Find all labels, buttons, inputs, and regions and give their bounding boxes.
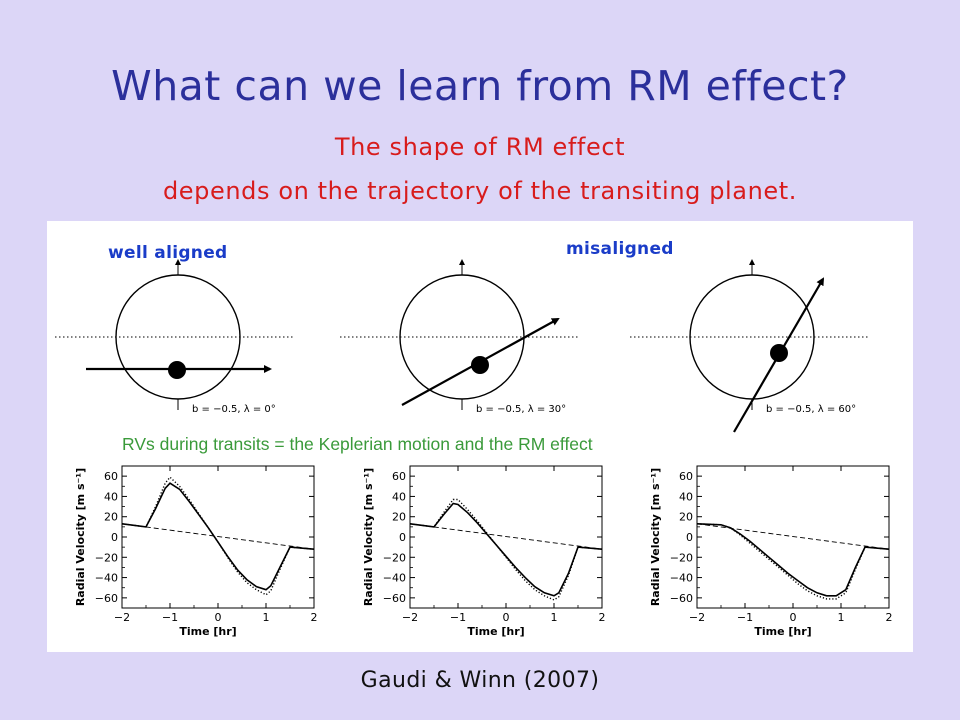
- y-tick-label: 20: [392, 511, 406, 524]
- y-tick-label: 0: [111, 531, 118, 544]
- x-tick-label: −2: [114, 611, 130, 624]
- y-axis-label: Radial Velocity [m s⁻¹]: [74, 468, 87, 606]
- y-tick-label: −60: [95, 592, 118, 605]
- x-tick-label: 0: [503, 611, 510, 624]
- y-tick-label: −20: [670, 551, 693, 564]
- series-dashed-line: [409, 523, 603, 550]
- subtitle-line-2: depends on the trajectory of the transit…: [162, 177, 798, 205]
- y-tick-label: 60: [392, 470, 406, 483]
- y-tick-label: −20: [383, 551, 406, 564]
- y-tick-label: 40: [392, 490, 406, 503]
- y-axis-label: Radial Velocity [m s⁻¹]: [649, 468, 662, 606]
- x-tick-label: 0: [215, 611, 222, 624]
- x-tick-label: 2: [311, 611, 318, 624]
- rv-chart-60deg: 60 40 20 0 −20 −40 −60 −2 −1 0 1 2 Time [hr] Radial V…: [649, 465, 893, 638]
- plot-frame: [409, 465, 603, 609]
- transit-geometry-aligned: b = −0.5, λ = 0°: [55, 259, 295, 415]
- rv-chart-aligned: 60 40 20 0 −20 −40 −60 −2 −1 0 1 2 Time [hr] Radial V…: [74, 465, 318, 638]
- y-tick-label: 60: [104, 470, 118, 483]
- slide-title: What can we learn from RM effect?: [111, 62, 849, 110]
- y-tick-label: 20: [104, 511, 118, 524]
- x-axis-label: Time [hr]: [754, 625, 811, 638]
- rv-chart-30deg: 60 40 20 0 −20 −40 −60 −2 −1 0 1 2 Time [hr] Radial V…: [362, 465, 606, 638]
- y-tick-label: −40: [95, 572, 118, 585]
- geometry-params-1: b = −0.5, λ = 0°: [192, 404, 276, 415]
- geometry-params-2: b = −0.5, λ = 30°: [476, 404, 566, 415]
- y-tick-label: −60: [383, 592, 406, 605]
- y-tick-label: 60: [679, 470, 693, 483]
- figure-panel: [47, 221, 913, 652]
- x-tick-label: 2: [599, 611, 606, 624]
- transit-geometry-30deg: b = −0.5, λ = 30°: [340, 259, 580, 415]
- plot-frame: [696, 465, 890, 609]
- y-tick-label: 40: [679, 490, 693, 503]
- label-well-aligned: well aligned: [108, 243, 228, 263]
- x-tick-label: −2: [689, 611, 705, 624]
- x-tick-label: 2: [886, 611, 893, 624]
- x-axis-label: Time [hr]: [179, 625, 236, 638]
- transit-geometry-60deg: b = −0.5, λ = 60°: [630, 259, 870, 433]
- series-dashed-line: [121, 523, 315, 550]
- y-tick-label: 0: [686, 531, 693, 544]
- series-dotted-line: [121, 476, 315, 596]
- y-tick-label: 0: [399, 531, 406, 544]
- x-tick-label: 1: [263, 611, 270, 624]
- geometry-params-3: b = −0.5, λ = 60°: [766, 404, 856, 415]
- x-axis-label: Time [hr]: [467, 625, 524, 638]
- series-solid-line: [696, 523, 890, 597]
- series-dotted-line: [409, 498, 603, 601]
- rv-caption: RVs during transits = the Keplerian moti…: [122, 434, 593, 454]
- y-axis-label: Radial Velocity [m s⁻¹]: [362, 468, 375, 606]
- x-tick-label: −1: [737, 611, 753, 624]
- x-tick-label: −1: [450, 611, 466, 624]
- x-tick-label: 1: [551, 611, 558, 624]
- x-tick-label: 0: [790, 611, 797, 624]
- plot-frame: [121, 465, 315, 609]
- y-tick-label: −40: [383, 572, 406, 585]
- y-tick-label: 20: [679, 511, 693, 524]
- series-solid-line: [409, 502, 603, 597]
- series-dashed-line: [696, 523, 890, 550]
- y-tick-label: 40: [104, 490, 118, 503]
- x-tick-label: 1: [838, 611, 845, 624]
- series-dotted-line: [696, 523, 890, 600]
- credit-citation: Gaudi & Winn (2007): [360, 668, 600, 693]
- y-tick-label: −20: [95, 551, 118, 564]
- y-tick-label: −60: [670, 592, 693, 605]
- label-misaligned: misaligned: [566, 239, 674, 259]
- subtitle-line-1: The shape of RM effect: [334, 133, 626, 161]
- y-tick-label: −40: [670, 572, 693, 585]
- x-tick-label: −1: [162, 611, 178, 624]
- x-tick-label: −2: [402, 611, 418, 624]
